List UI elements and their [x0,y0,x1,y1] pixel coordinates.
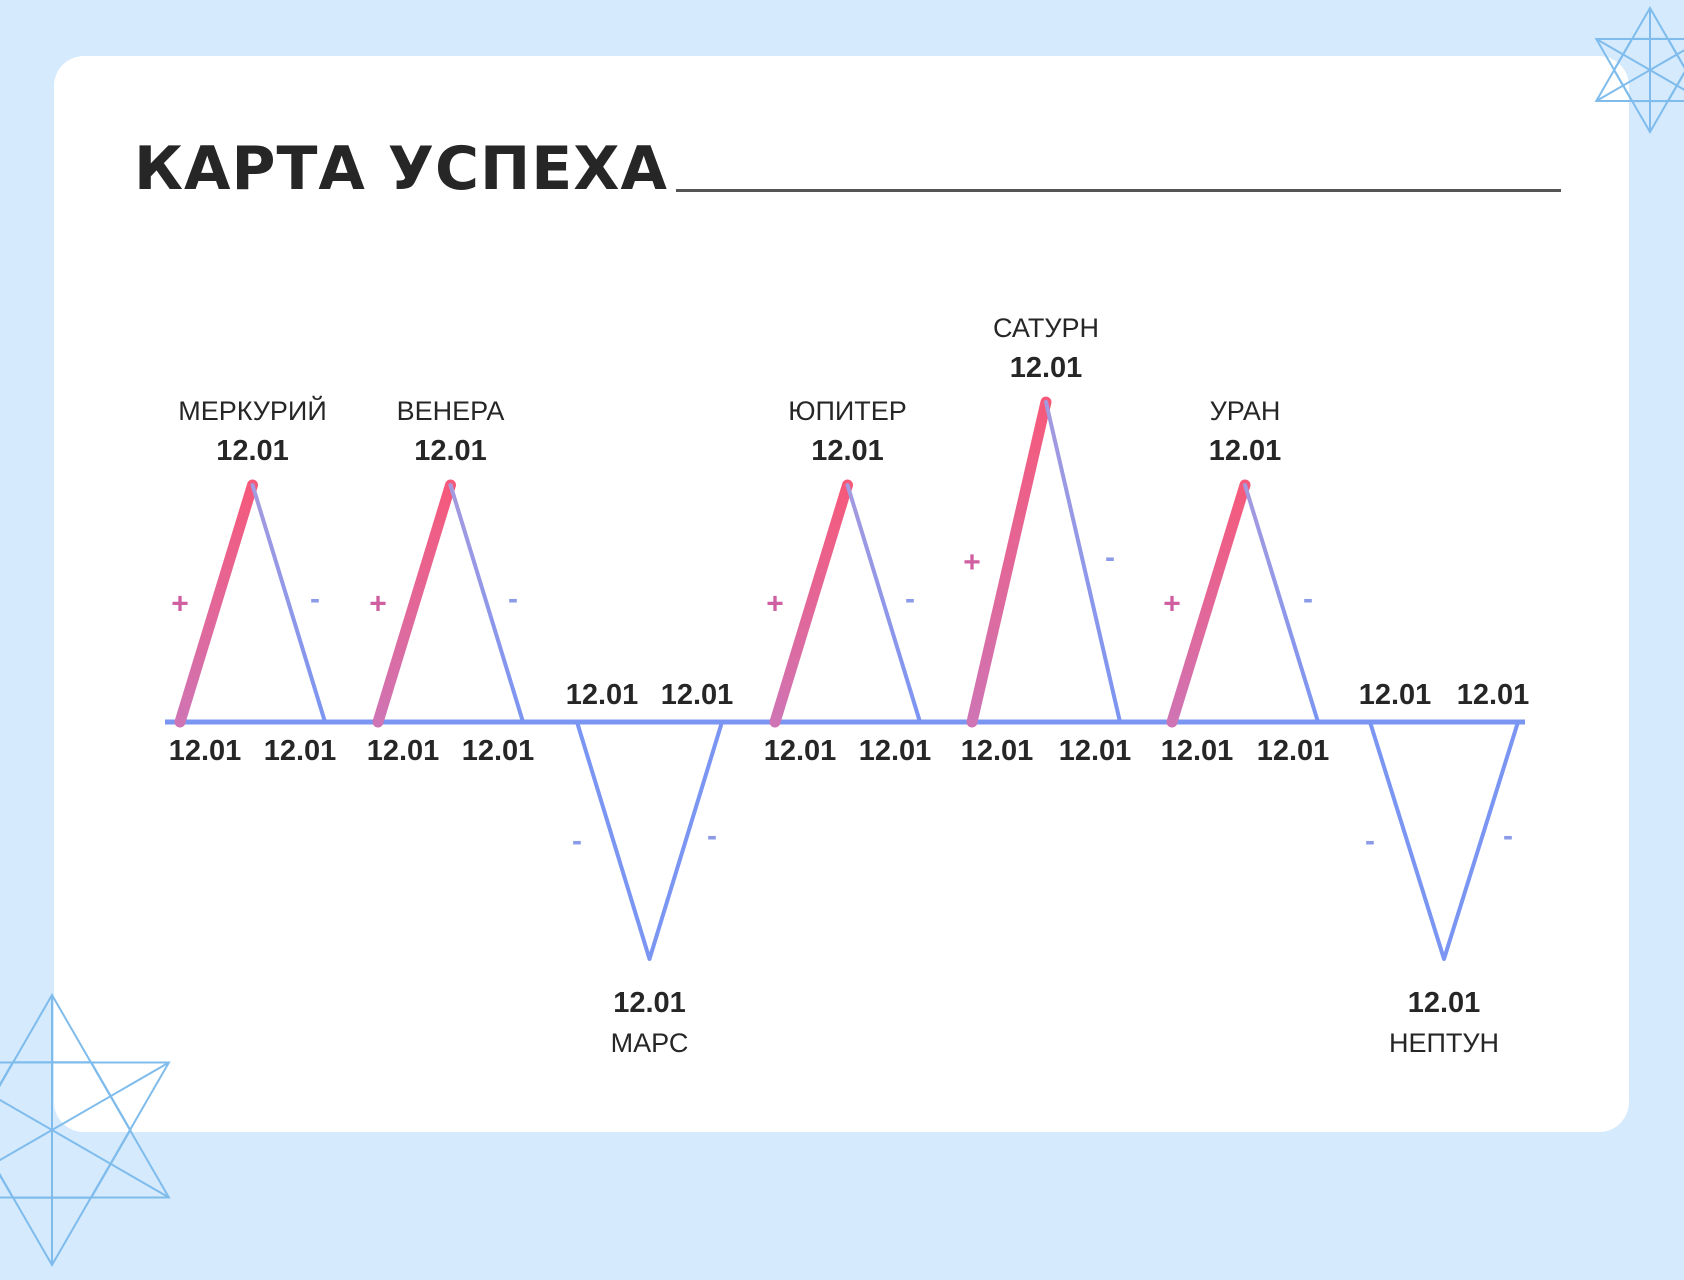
right-sign-5: - [1105,541,1115,574]
peak-label-1: 12.01 [216,435,289,467]
start-label-7: 12.01 [1359,679,1432,711]
dip-line-7 [1368,720,1520,961]
trough-label-3: 12.01 [613,987,686,1019]
peak-label-2: 12.01 [414,435,487,467]
peak-label-5: 12.01 [1010,352,1083,384]
start-label-5: 12.01 [961,735,1034,767]
start-label-4: 12.01 [764,735,837,767]
planet-name-6: УРАН [1210,396,1281,426]
start-label-2: 12.01 [367,735,440,767]
card [54,56,1629,1132]
right-sign-1: - [310,583,320,616]
title-underline [676,189,1561,192]
rise-line-4 [769,479,853,728]
fall-line-2 [448,483,525,724]
left-sign-7: - [1365,825,1375,858]
right-sign-2: - [508,583,518,616]
success-chart: 12.01 МЕРКУРИЙ 12.01 12.01 + - 12.01 ВЕНЕРА 12.0… [165,313,1530,1058]
planet-name-7: НЕПТУН [1389,1028,1499,1058]
planet-name-5: САТУРН [993,313,1099,343]
left-sign-2: + [369,588,387,621]
start-label-1: 12.01 [169,735,242,767]
end-label-4: 12.01 [859,735,932,767]
fall-line-1 [250,483,327,724]
end-label-3: 12.01 [661,679,734,711]
start-label-3: 12.01 [566,679,639,711]
left-sign-1: + [171,588,189,621]
end-label-7: 12.01 [1457,679,1530,711]
rise-line-5 [966,396,1052,728]
end-label-1: 12.01 [264,735,337,767]
planet-name-2: ВЕНЕРА [397,396,505,426]
fall-line-5 [1044,400,1122,724]
right-sign-3: - [707,820,717,853]
star-ornament-top-right [1594,6,1684,134]
planet-name-3: МАРС [611,1028,689,1058]
left-sign-6: + [1163,588,1181,621]
left-sign-4: + [766,588,784,621]
rise-line-1 [174,479,258,728]
right-sign-7: - [1503,820,1513,853]
peak-label-6: 12.01 [1209,435,1282,467]
dip-line-3 [575,720,724,961]
rise-line-2 [372,479,456,728]
left-sign-3: - [572,825,582,858]
fall-line-4 [845,483,922,724]
planet-name-4: ЮПИТЕР [788,396,907,426]
right-sign-4: - [905,583,915,616]
left-sign-5: + [963,546,981,579]
page-title: КАРТА УСПЕХА [134,134,668,204]
planet-name-1: МЕРКУРИЙ [178,395,327,426]
rise-line-6 [1166,479,1251,728]
peak-label-4: 12.01 [811,435,884,467]
right-sign-6: - [1303,583,1313,616]
end-label-5: 12.01 [1059,735,1132,767]
trough-label-7: 12.01 [1408,987,1481,1019]
fall-line-6 [1243,483,1320,724]
end-label-6: 12.01 [1257,735,1330,767]
start-label-6: 12.01 [1161,735,1234,767]
end-label-2: 12.01 [462,735,535,767]
